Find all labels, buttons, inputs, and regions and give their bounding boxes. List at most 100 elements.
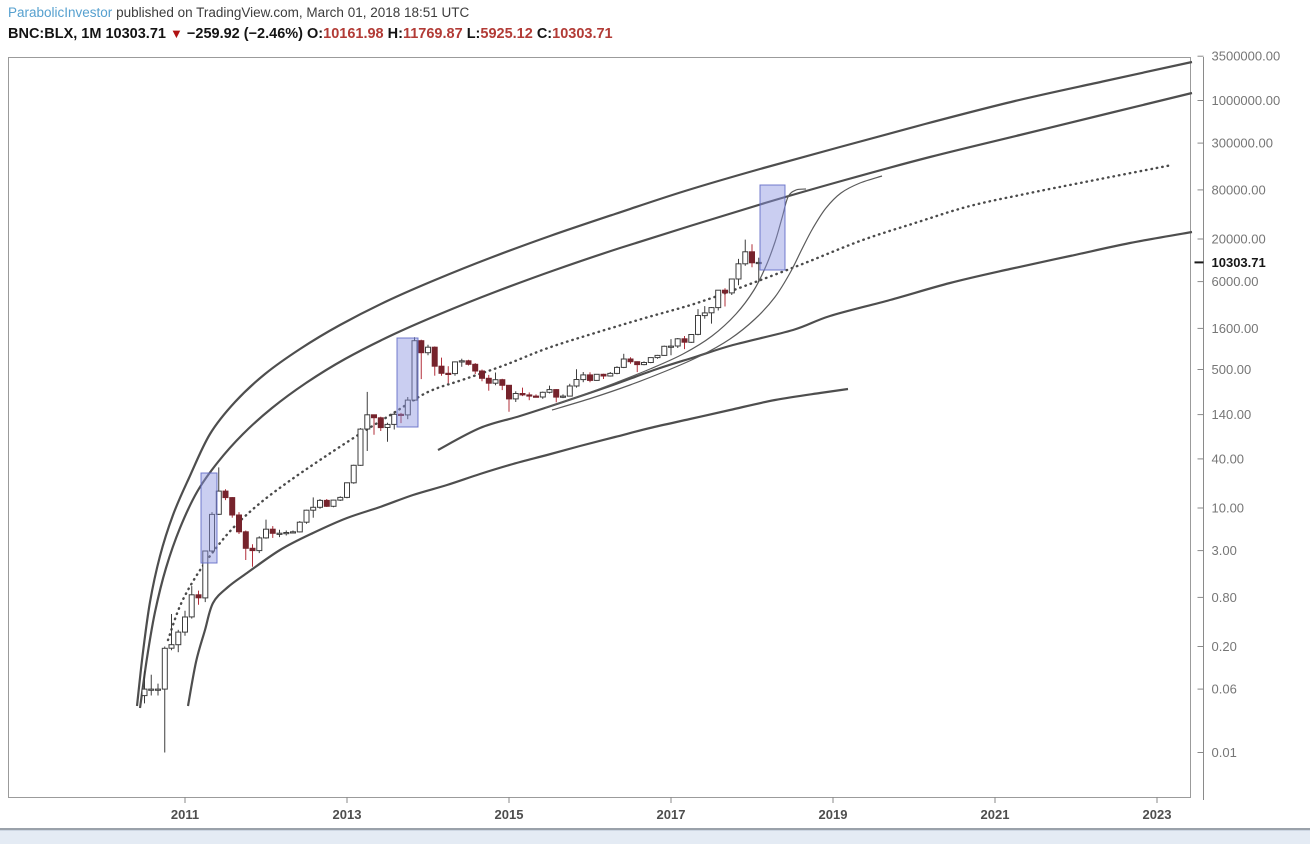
candle [499,378,506,391]
candle [728,278,735,295]
candle [310,497,317,518]
candle [533,394,539,398]
author-name: ParabolicInvestor [8,5,113,20]
candle [195,590,202,605]
down-arrow-icon: ▼ [170,26,183,41]
curve-steep-parabola [544,188,807,409]
highlight-box [396,337,419,428]
candle [425,344,431,356]
candle [506,384,512,412]
candle [539,391,546,399]
y-axis-label: 0.20 [1212,639,1237,654]
candle [701,306,708,319]
curve-lower-support-band [437,230,1193,451]
candle [526,392,533,401]
y-axis-label: 20000.00 [1212,232,1266,247]
curve-dotted-median [166,163,1174,642]
curve-upper-outer-band [135,60,1193,707]
open-label: O: [307,26,324,42]
symbol-label: BNC:BLX, 1M [8,26,102,42]
bottom-divider [0,828,1310,830]
candle [735,258,742,286]
candle [492,372,499,386]
symbol-ohlc-line: BNC:BLX, 1M 10303.71 ▼ −259.92 (−2.46%) … [8,24,613,44]
candle [553,389,560,403]
y-axis-label: 80000.00 [1212,182,1266,197]
candle [560,394,566,399]
candle [512,391,519,402]
candle [371,414,377,435]
x-axis-label: 2021 [981,807,1010,822]
y-axis-label: 0.06 [1212,682,1237,697]
header: ParabolicInvestor published on TradingVi… [8,3,613,44]
candle [229,497,236,518]
candle [742,239,749,266]
candle [708,307,715,324]
candles-layer [141,239,762,753]
y-axis-label: 40.00 [1212,451,1245,466]
candle [283,530,290,536]
candle [175,629,182,653]
candle [755,257,762,282]
x-axis-label: 2019 [819,807,848,822]
candle [377,416,384,431]
candle [276,529,283,538]
candle [587,372,593,383]
candle [573,369,580,388]
candle [674,338,681,348]
overlay-curves-layer [135,60,1193,709]
candle [452,361,458,376]
candle [647,357,654,364]
highlight-box [759,184,786,271]
candle [398,412,404,424]
candle [350,464,357,484]
close-label: C: [536,26,553,42]
candle [593,373,600,381]
candle [269,526,276,538]
byline: ParabolicInvestor published on TradingVi… [8,3,613,22]
candle [458,358,465,367]
candle [600,373,607,379]
candle [290,530,296,534]
candle [438,357,445,376]
candle [344,482,350,499]
y-axis-label: 10.00 [1212,501,1245,516]
candle [749,244,755,268]
y-axis-label: 1600.00 [1212,321,1259,336]
candle [202,550,209,603]
candle [411,337,418,402]
candle [479,369,485,382]
open-value: 10161.98 [323,26,384,42]
candle [242,530,249,560]
candle [141,671,148,704]
candle [607,372,614,377]
candle [580,372,587,383]
axes-layer: 3500000.00 1000000.00 300000.00 80000.00 200… [171,49,1280,822]
candle [654,354,661,359]
candle [337,496,344,501]
candle [715,289,722,311]
candle [431,346,438,376]
candle [161,646,168,753]
candle [303,509,310,524]
last-price: 10303.71 [105,26,166,42]
candle [209,512,215,553]
candle [688,334,695,343]
candle [323,499,330,507]
candle [661,345,668,356]
candle [249,544,256,567]
x-axis-label: 2015 [495,807,524,822]
plot-frame [8,57,1191,798]
curve-wide-parabola [551,175,883,411]
candle [182,610,188,636]
candle [188,586,195,619]
current-price-label: 10303.71 [1212,255,1266,270]
high-value: 11769.87 [402,26,463,42]
candle [384,422,391,442]
candle [627,357,634,364]
candle [263,519,269,539]
candle [215,467,222,515]
candle [465,359,472,366]
price-change: −259.92 (−2.46%) [186,26,303,42]
